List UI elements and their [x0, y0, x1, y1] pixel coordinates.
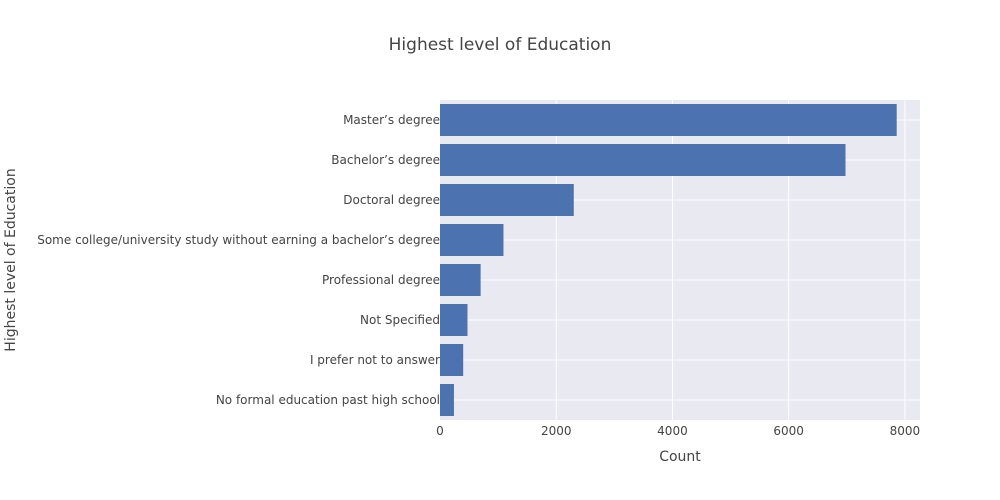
category-label: Doctoral degree: [343, 193, 440, 207]
category-label: Master’s degree: [343, 113, 440, 127]
x-tick-label: 4000: [657, 424, 688, 438]
category-labels: Master’s degree Bachelor’s degree Doctoral…: [37, 113, 440, 407]
bar[interactable]: [440, 344, 464, 376]
x-tick-label: 8000: [890, 424, 921, 438]
x-tick-label: 0: [436, 424, 444, 438]
bar[interactable]: [440, 104, 897, 136]
bar[interactable]: [440, 264, 481, 296]
chart-title: Highest level of Education: [389, 35, 612, 55]
category-label: Some college/university study without ea…: [37, 233, 440, 247]
category-label: I prefer not to answer: [310, 353, 440, 367]
category-label: No formal education past high school: [216, 393, 440, 407]
bar[interactable]: [440, 384, 454, 416]
category-label: Professional degree: [322, 273, 440, 287]
x-tick-labels: 0 2000 4000 6000 8000: [436, 424, 920, 438]
bars: [440, 104, 897, 416]
bar[interactable]: [440, 184, 574, 216]
category-label: Bachelor’s degree: [331, 153, 440, 167]
bar[interactable]: [440, 224, 504, 256]
category-label: Not Specified: [360, 313, 440, 327]
x-axis-title: Count: [659, 449, 701, 465]
x-tick-label: 6000: [773, 424, 804, 438]
x-tick-label: 2000: [541, 424, 572, 438]
y-axis-title: Highest level of Education: [3, 168, 19, 351]
bar[interactable]: [440, 304, 468, 336]
bar[interactable]: [440, 144, 846, 176]
